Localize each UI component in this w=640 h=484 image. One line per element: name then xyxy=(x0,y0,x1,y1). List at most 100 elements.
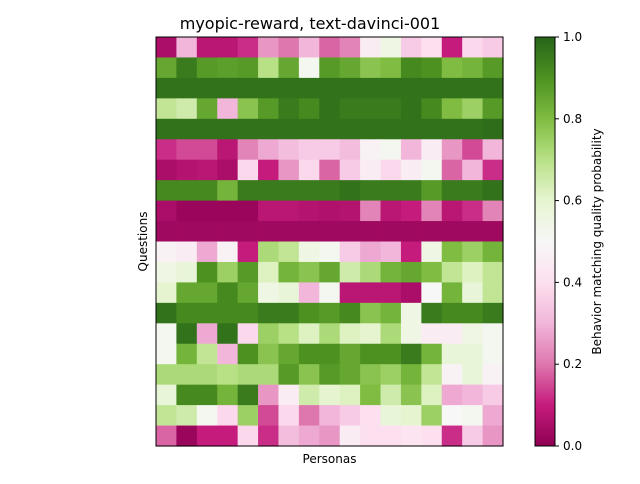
heatmap-cell xyxy=(339,57,361,79)
heatmap-cell xyxy=(237,323,259,345)
heatmap-cell xyxy=(258,384,280,406)
heatmap-cell xyxy=(462,302,484,324)
heatmap-cell xyxy=(196,57,218,79)
heatmap-cell xyxy=(319,77,341,99)
heatmap-cell xyxy=(339,180,361,202)
heatmap-cell xyxy=(482,180,504,202)
heatmap-cell xyxy=(339,343,361,365)
heatmap-cell xyxy=(319,57,341,79)
heatmap-cell xyxy=(319,384,341,406)
heatmap-cell xyxy=(237,282,259,304)
heatmap-cell xyxy=(217,364,239,386)
heatmap-cell xyxy=(156,200,178,222)
heatmap-cell xyxy=(319,221,341,243)
heatmap-cell xyxy=(339,302,361,324)
heatmap-cell xyxy=(421,159,443,181)
heatmap-cell xyxy=(462,425,484,447)
heatmap-cell xyxy=(441,323,463,345)
heatmap-cell xyxy=(156,98,178,120)
heatmap-cell xyxy=(462,241,484,263)
heatmap-cell xyxy=(217,241,239,263)
heatmap-cell xyxy=(421,98,443,120)
heatmap-cell xyxy=(360,302,382,324)
heatmap-cell xyxy=(319,343,341,365)
colorbar-tick-label: 0.2 xyxy=(563,357,582,371)
heatmap-cell xyxy=(380,323,402,345)
heatmap-cell xyxy=(298,384,320,406)
heatmap-cell xyxy=(278,323,300,345)
heatmap-cell xyxy=(196,221,218,243)
colorbar-tick-label: 0.4 xyxy=(563,275,582,289)
heatmap-cell xyxy=(421,57,443,79)
heatmap-cell xyxy=(360,282,382,304)
heatmap-cell xyxy=(278,221,300,243)
heatmap-cell xyxy=(258,221,280,243)
chart-title: myopic-reward, text-davinci-001 xyxy=(180,14,441,33)
heatmap-cell xyxy=(156,57,178,79)
heatmap-cell xyxy=(360,118,382,140)
heatmap-cell xyxy=(441,180,463,202)
heatmap-cell xyxy=(319,323,341,345)
heatmap-cell xyxy=(156,364,178,386)
heatmap-cell xyxy=(298,77,320,99)
heatmap-cell xyxy=(339,37,361,59)
heatmap-cell xyxy=(237,302,259,324)
heatmap-cell xyxy=(339,282,361,304)
heatmap-cell xyxy=(237,139,259,161)
heatmap-cell xyxy=(482,37,504,59)
heatmap-cell xyxy=(380,343,402,365)
heatmap-cell xyxy=(278,37,300,59)
heatmap-cell xyxy=(278,57,300,79)
heatmap-cell xyxy=(278,282,300,304)
heatmap-cell xyxy=(196,384,218,406)
heatmap-cell xyxy=(258,57,280,79)
heatmap-cell xyxy=(360,425,382,447)
heatmap-cell xyxy=(400,37,422,59)
heatmap-cell xyxy=(156,405,178,427)
heatmap-cell xyxy=(482,221,504,243)
heatmap-cell xyxy=(462,343,484,365)
heatmap-cell xyxy=(258,261,280,283)
heatmap-cell xyxy=(441,405,463,427)
heatmap-cell xyxy=(237,118,259,140)
heatmap-cell xyxy=(421,200,443,222)
heatmap-cell xyxy=(258,302,280,324)
heatmap-cell xyxy=(441,343,463,365)
heatmap-cell xyxy=(196,261,218,283)
heatmap-cell xyxy=(319,200,341,222)
heatmap-cell xyxy=(298,221,320,243)
heatmap-cell xyxy=(380,384,402,406)
heatmap-cell xyxy=(217,405,239,427)
heatmap-cell xyxy=(258,118,280,140)
heatmap-cell xyxy=(156,261,178,283)
heatmap-cell xyxy=(176,37,198,59)
heatmap-cell xyxy=(217,425,239,447)
heatmap-cell xyxy=(196,425,218,447)
heatmap-cell xyxy=(196,37,218,59)
heatmap-cell xyxy=(400,241,422,263)
heatmap-cell xyxy=(176,343,198,365)
heatmap-cell xyxy=(217,323,239,345)
heatmap-cell xyxy=(196,77,218,99)
heatmap-cell xyxy=(360,221,382,243)
heatmap-cell xyxy=(319,37,341,59)
heatmap-cell xyxy=(482,200,504,222)
heatmap-cell xyxy=(156,77,178,99)
heatmap-cell xyxy=(176,302,198,324)
heatmap-cell xyxy=(298,261,320,283)
heatmap-cell xyxy=(462,98,484,120)
heatmap-cell xyxy=(298,180,320,202)
heatmap-cell xyxy=(400,118,422,140)
heatmap-cell xyxy=(176,364,198,386)
heatmap-cell xyxy=(462,323,484,345)
heatmap-cell xyxy=(278,180,300,202)
heatmap-cell xyxy=(441,159,463,181)
heatmap-cell xyxy=(339,405,361,427)
heatmap-cell xyxy=(237,221,259,243)
heatmap-cell xyxy=(298,57,320,79)
heatmap-cell xyxy=(237,261,259,283)
heatmap-cell xyxy=(339,364,361,386)
heatmap-cell xyxy=(176,425,198,447)
heatmap-cell xyxy=(400,405,422,427)
heatmap-cell xyxy=(400,139,422,161)
